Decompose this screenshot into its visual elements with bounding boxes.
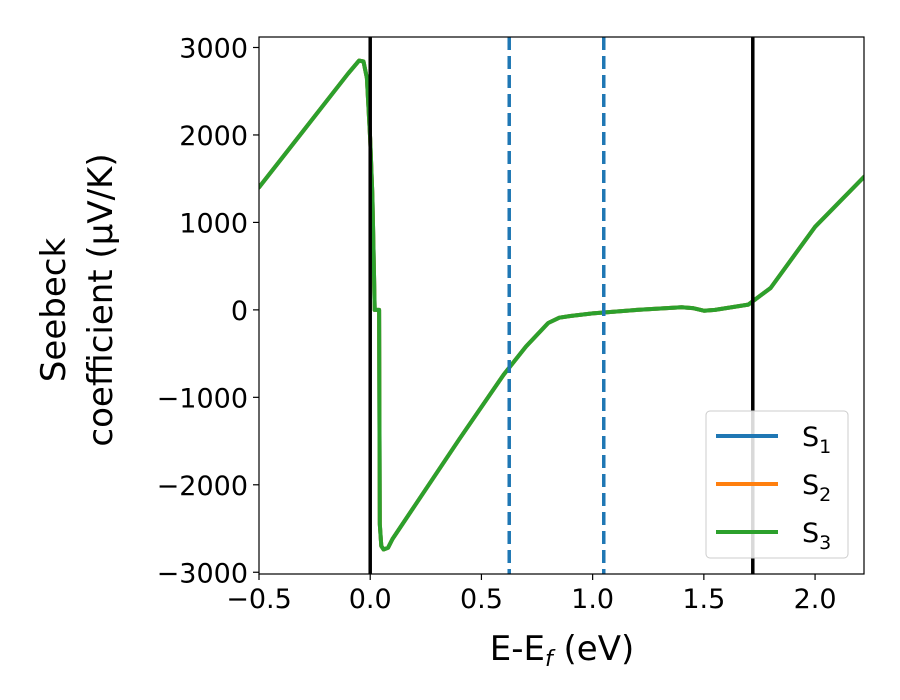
legend-label-s3: S3 (802, 518, 831, 554)
legend: S1 S2 S3 (705, 410, 849, 559)
y-tick-label: −1000 (157, 383, 248, 414)
x-axis-label-main: E-E (490, 629, 545, 669)
x-axis-label: E-Ef (eV) (490, 629, 635, 672)
legend-label-s2: S2 (802, 470, 831, 506)
y-axis: −3000 −2000 −1000 0 1000 2000 3000 (157, 33, 259, 589)
x-axis-label-unit: (eV) (553, 629, 635, 669)
y-tick-label: 3000 (179, 33, 248, 64)
x-tick-label: 0.5 (460, 584, 503, 615)
legend-label-s1: S1 (802, 422, 831, 458)
y-tick-label: 1000 (179, 208, 248, 239)
y-tick-label: 0 (231, 296, 248, 327)
x-axis-label-sub: f (545, 647, 556, 672)
y-tick-label: 2000 (179, 121, 248, 152)
y-axis-label-line1: Seebeck (34, 238, 74, 383)
x-axis: −0.5 0.0 0.5 1.0 1.5 2.0 (226, 574, 837, 615)
y-tick-label: −2000 (157, 471, 248, 502)
x-tick-label: 0.0 (349, 584, 392, 615)
x-tick-label: 1.5 (682, 584, 725, 615)
plot-frame (258, 36, 865, 575)
y-tick-label: −3000 (157, 558, 248, 589)
y-axis-label-line2: coefficient (μV/K) (81, 153, 121, 446)
x-tick-label: −0.5 (226, 584, 292, 615)
x-tick-label: 2.0 (794, 584, 837, 615)
x-tick-label: 1.0 (571, 584, 614, 615)
